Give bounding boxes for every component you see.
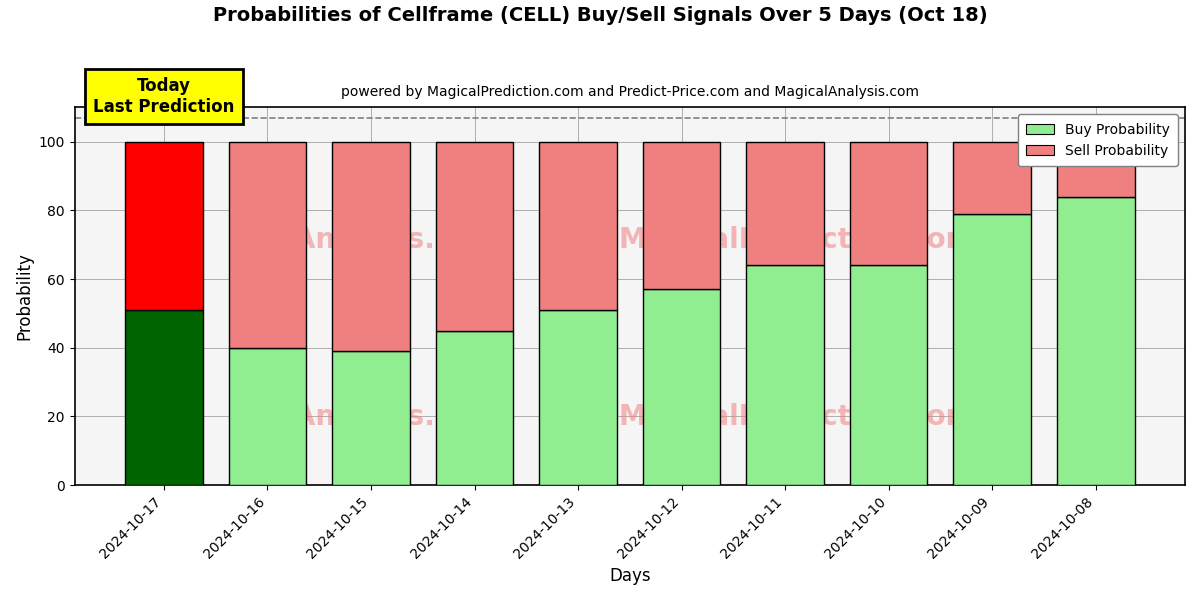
Bar: [643, 289, 720, 485]
Bar: [332, 142, 410, 351]
Text: calAnalysis.com: calAnalysis.com: [250, 226, 499, 254]
Y-axis label: Probability: Probability: [16, 252, 34, 340]
Title: powered by MagicalPrediction.com and Predict-Price.com and MagicalAnalysis.com: powered by MagicalPrediction.com and Pre…: [341, 85, 919, 99]
Text: Probabilities of Cellframe (CELL) Buy/Sell Signals Over 5 Days (Oct 18): Probabilities of Cellframe (CELL) Buy/Se…: [212, 6, 988, 25]
Bar: [1057, 197, 1134, 485]
Bar: [953, 214, 1031, 485]
Bar: [125, 310, 203, 485]
Bar: [746, 142, 824, 265]
Bar: [850, 265, 928, 485]
Bar: [332, 351, 410, 485]
Bar: [643, 142, 720, 289]
Bar: [229, 348, 306, 485]
Bar: [436, 142, 514, 331]
Text: MagicalPrediction.com: MagicalPrediction.com: [618, 403, 974, 431]
Bar: [436, 331, 514, 485]
Bar: [1057, 142, 1134, 197]
Text: calAnalysis.com: calAnalysis.com: [250, 403, 499, 431]
Bar: [539, 310, 617, 485]
Bar: [850, 142, 928, 265]
Text: MagicalPrediction.com: MagicalPrediction.com: [618, 226, 974, 254]
Legend: Buy Probability, Sell Probability: Buy Probability, Sell Probability: [1018, 114, 1178, 166]
Text: Today
Last Prediction: Today Last Prediction: [94, 77, 235, 116]
Bar: [539, 142, 617, 310]
Bar: [746, 265, 824, 485]
Bar: [953, 142, 1031, 214]
Bar: [229, 142, 306, 348]
X-axis label: Days: Days: [610, 567, 650, 585]
Bar: [125, 142, 203, 310]
